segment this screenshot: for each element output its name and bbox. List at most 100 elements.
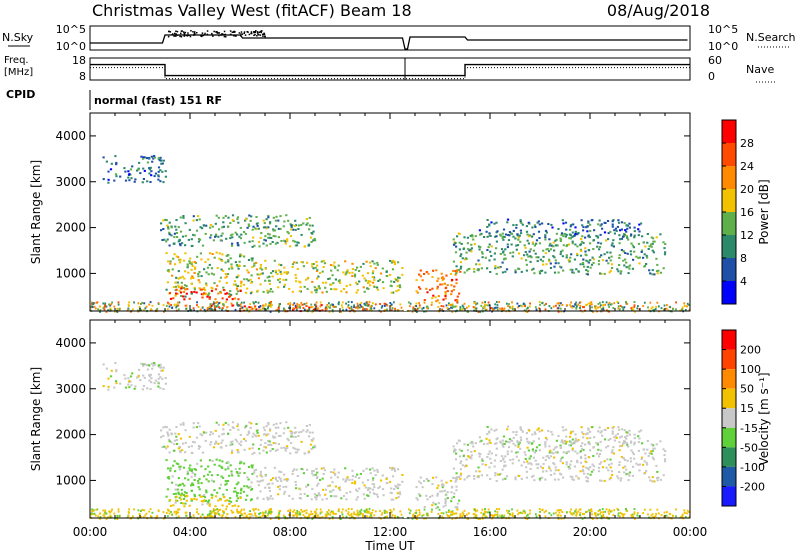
power-cell [470,247,473,250]
velocity-cell [154,379,157,382]
velocity-cell [530,463,533,466]
velocity-cell [296,513,299,516]
velocity-cell [546,455,549,457]
velocity-cell [271,482,274,485]
power-cell [269,221,272,224]
power-cell [208,297,211,300]
power-cell [231,298,234,301]
velocity-cell [415,518,418,520]
power-cell [604,303,606,306]
power-cell [212,273,215,276]
velocity-cell [166,488,169,491]
power-cell [525,259,528,262]
power-cell [538,223,541,226]
velocity-cell [268,482,271,485]
velocity-cell [198,425,201,428]
power-cell [396,285,399,288]
nsky-point [250,32,252,35]
power-cell [625,235,628,238]
power-cell [520,222,523,224]
velocity-cell [296,475,299,477]
power-cell [251,245,254,248]
velocity-cell [177,477,180,480]
y-tick-label: 1000 [55,473,86,487]
velocity-cell [624,436,627,439]
power-cell [605,301,608,304]
power-cell [465,257,468,260]
velocity-cell [659,478,662,481]
power-cell [283,283,286,286]
velocity-cell [504,440,508,443]
power-cell [285,271,288,274]
power-cell [468,249,471,252]
power-cell [656,272,659,275]
power-cell [415,279,418,282]
power-cell [240,233,243,236]
velocity-cell [596,442,599,445]
velocity-cell [502,457,505,460]
power-cell [570,223,573,226]
velocity-cell [176,499,179,502]
velocity-cell [362,514,364,517]
velocity-cell [630,440,633,443]
power-cell [271,241,274,243]
velocity-cell [590,508,593,511]
power-cell [219,301,222,304]
velocity-cell [226,480,230,482]
power-cell [264,308,267,311]
power-cell [472,306,475,309]
power-cell [592,248,595,250]
power-cell [341,301,344,304]
velocity-cell [179,498,183,501]
velocity-cell [512,436,515,439]
power-cell [230,244,234,247]
nsky-point [215,31,217,33]
power-cell [612,239,615,242]
nsky-point [202,34,204,37]
velocity-cell [178,496,181,499]
power-cell [455,272,458,275]
velocity-cell [383,509,386,512]
velocity-cell [458,499,461,502]
power-cell [584,250,587,253]
power-cell [269,242,272,245]
velocity-cell [189,464,192,467]
velocity-cell [594,513,597,516]
velocity-cell [602,513,605,516]
velocity-cell [415,512,418,515]
velocity-cell [265,510,267,513]
nsky-point [259,34,262,36]
velocity-cell [642,448,645,451]
power-cell [415,290,418,293]
power-cell [208,292,211,295]
power-cell [229,234,232,237]
nsky-point [168,30,170,33]
power-cell [389,259,392,262]
power-cell [197,275,200,278]
power-cell [237,298,240,301]
power-cell [224,273,227,275]
power-cell [285,272,288,275]
power-cell [280,264,283,267]
power-cell [597,241,600,244]
power-cell [397,289,400,292]
velocity-cell [107,388,110,391]
colorbar-tick-label: 200 [740,344,761,357]
velocity-cell [526,518,529,520]
power-cell [559,250,563,253]
velocity-cell [617,428,621,431]
power-cell [454,273,457,276]
velocity-cell [308,435,311,438]
power-cell [390,303,393,306]
power-cell [638,262,641,265]
velocity-cell [217,510,219,513]
velocity-cell [214,495,218,498]
velocity-cell [99,517,101,520]
velocity-cell [175,426,178,428]
power-cell [325,290,328,293]
velocity-cell [208,503,211,506]
power-cell [236,285,239,287]
velocity-cell [215,421,218,424]
power-cell [269,288,272,290]
power-cell [256,273,259,276]
